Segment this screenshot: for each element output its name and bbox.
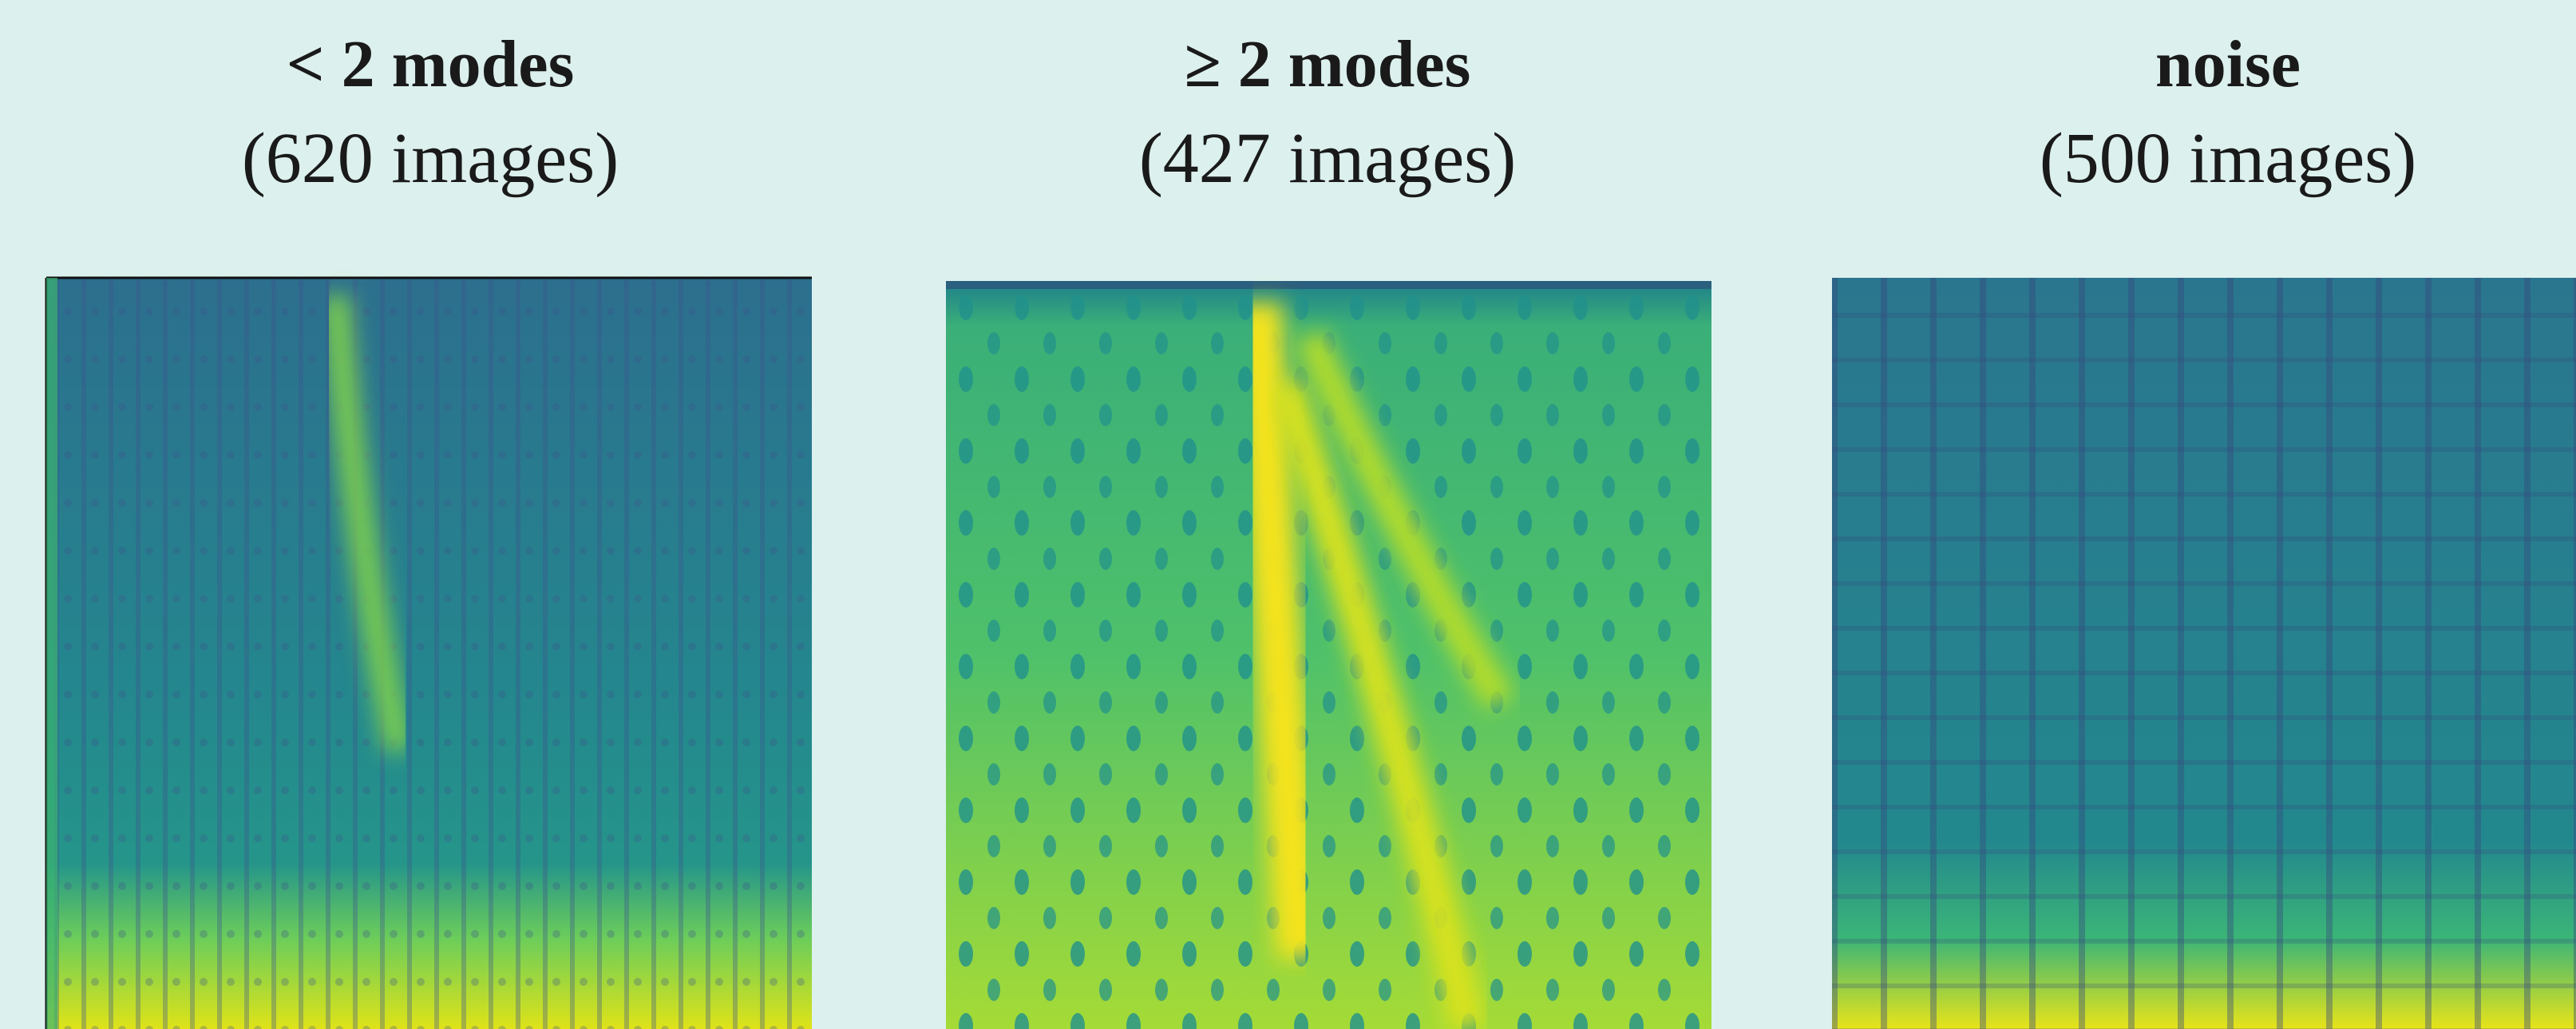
spectrogram <box>46 278 812 1029</box>
spectrogram <box>946 281 1711 1029</box>
page: < 2 modes (620 images) ≥ 2 modes (427 im… <box>0 0 2576 1029</box>
panel-subtitle: (427 images) <box>1139 119 1516 198</box>
figure: < 2 modes (620 images) ≥ 2 modes (427 im… <box>0 0 2576 1029</box>
panel-subtitle: (620 images) <box>242 119 619 198</box>
spectrogram <box>1832 278 2576 1029</box>
panel-subtitle: (500 images) <box>2040 119 2416 198</box>
panel-title: < 2 modes <box>287 27 575 101</box>
panel-title: noise <box>2155 27 2301 101</box>
panel-title: ≥ 2 modes <box>1185 27 1471 101</box>
